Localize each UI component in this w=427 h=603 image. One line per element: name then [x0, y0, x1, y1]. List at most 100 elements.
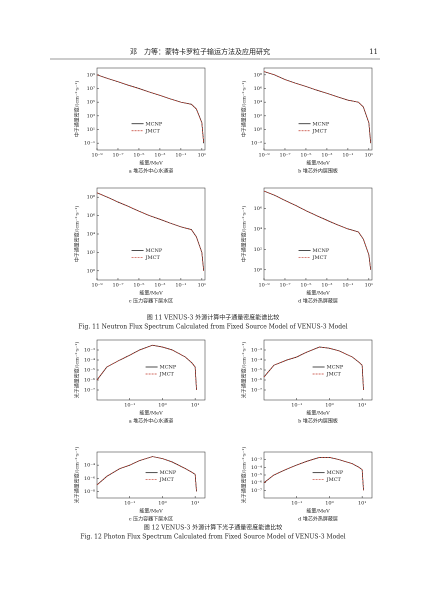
panel-caption: b 堆芯外内层围板 — [298, 418, 338, 425]
y-tick-label: 10¹ — [87, 127, 95, 133]
y-tick-label: 10⁻³ — [251, 457, 262, 463]
x-tick-label: 10⁻⁹ — [258, 283, 269, 289]
y-axis-label: 中子通量密度/(cm⁻²·s⁻¹) — [241, 81, 248, 138]
x-axis-label: 能量/MeV — [139, 290, 163, 297]
y-tick-label: 10⁶ — [254, 206, 262, 212]
y-tick-label: 10⁻⁶ — [84, 378, 95, 384]
x-tick-label: 10⁻⁹ — [91, 283, 102, 289]
x-tick-label: 10¹ — [358, 501, 366, 507]
x-tick-label: 10⁰ — [158, 403, 166, 409]
legend-label: MCNP — [327, 470, 344, 476]
x-tick-label: 10¹ — [365, 283, 373, 289]
x-tick-label: 10⁰ — [325, 501, 333, 507]
y-axis-label: 光子通量密度/(cm⁻²·s⁻¹) — [241, 447, 248, 504]
legend-label: JMCT — [326, 477, 342, 483]
y-axis-label: 中子通量密度/(cm⁻²·s⁻¹) — [241, 206, 248, 263]
x-tick-label: 10⁻³ — [321, 153, 332, 159]
y-tick-label: 10⁻¹ — [84, 141, 95, 147]
legend-label: MCNP — [313, 121, 330, 127]
x-tick-label: 10⁻¹ — [124, 403, 135, 409]
x-tick-label: 10¹ — [358, 403, 366, 409]
x-tick-label: 10⁻⁷ — [112, 153, 123, 159]
legend-label: JMCT — [145, 128, 161, 134]
legend-label: MCNP — [160, 470, 177, 476]
x-axis-label: 能量/MeV — [306, 160, 330, 167]
legend-label: JMCT — [159, 477, 175, 483]
x-tick-label: 10⁻¹ — [175, 153, 186, 159]
x-tick-label: 10¹ — [191, 501, 199, 507]
x-tick-label: 10⁻¹ — [342, 153, 353, 159]
panel-caption: d 堆芯外热屏蔽层 — [298, 298, 338, 305]
x-tick-label: 10⁻⁹ — [258, 153, 269, 159]
plot-frame — [263, 67, 373, 151]
series-line — [96, 344, 197, 391]
x-tick-label: 10⁻⁵ — [300, 283, 311, 289]
legend-label: MCNP — [313, 248, 330, 254]
x-tick-label: 10⁻¹ — [342, 283, 353, 289]
series-line — [96, 456, 197, 492]
x-tick-label: 10⁻¹ — [124, 501, 135, 507]
legend-label: MCNP — [146, 248, 163, 254]
x-tick-label: 10⁻³ — [154, 153, 165, 159]
y-tick-label: 10⁰ — [254, 127, 262, 133]
x-axis-label: 能量/MeV — [139, 410, 163, 417]
plot-frame — [263, 187, 373, 281]
legend-label: MCNP — [146, 121, 163, 127]
y-axis-label: 中子通量密度/(cm⁻²·s⁻¹) — [74, 206, 81, 263]
panel-caption: c 压力容器下层水区 — [129, 516, 173, 523]
series-line — [263, 346, 364, 391]
y-tick-label: 10⁶ — [254, 86, 262, 92]
legend-label: JMCT — [312, 255, 328, 261]
legend-label: MCNP — [327, 365, 344, 371]
y-tick-label: 10⁻⁶ — [84, 476, 95, 482]
x-tick-label: 10¹ — [198, 283, 206, 289]
legend-label: JMCT — [145, 255, 161, 261]
x-axis-label: 能量/MeV — [139, 160, 163, 167]
y-tick-label: 10⁻² — [251, 141, 262, 147]
x-tick-label: 10⁻³ — [154, 283, 165, 289]
y-tick-label: 10⁻⁶ — [251, 378, 262, 384]
panel-caption: b 堆芯外内层围板 — [298, 168, 338, 175]
y-tick-label: 10⁻⁵ — [251, 473, 262, 479]
plot-frame — [96, 451, 206, 499]
x-tick-label: 10⁻¹ — [175, 283, 186, 289]
legend-label: JMCT — [326, 372, 342, 378]
y-tick-label: 10⁶ — [87, 213, 95, 219]
y-tick-label: 10⁸ — [87, 195, 95, 201]
y-tick-label: 10⁴ — [254, 100, 262, 106]
page-number: 11 — [369, 48, 378, 56]
y-tick-label: 10³ — [87, 113, 95, 119]
x-tick-label: 10¹ — [365, 153, 373, 159]
y-tick-label: 10⁻⁷ — [251, 488, 262, 494]
x-axis-label: 能量/MeV — [306, 410, 330, 417]
y-tick-label: 10⁻⁷ — [251, 388, 262, 394]
x-axis-label: 能量/MeV — [306, 290, 330, 297]
y-tick-label: 10² — [254, 113, 262, 119]
y-tick-label: 10⁰ — [87, 268, 95, 274]
plot-frame — [96, 67, 206, 151]
legend-label: MCNP — [160, 365, 177, 371]
panel-caption: d 堆芯外热屏蔽层 — [298, 516, 338, 523]
legend-label: JMCT — [159, 372, 175, 378]
x-tick-label: 10⁻⁷ — [279, 153, 290, 159]
y-axis-label: 光子通量密度/(cm⁻²·s⁻¹) — [74, 447, 81, 504]
y-tick-label: 10⁻⁷ — [84, 388, 95, 394]
x-tick-label: 10⁰ — [158, 501, 166, 507]
y-axis-label: 光子通量密度/(cm⁻²·s⁻¹) — [74, 342, 81, 399]
series-line — [96, 74, 205, 144]
x-tick-label: 10⁻⁷ — [279, 283, 290, 289]
x-axis-label: 能量/MeV — [139, 508, 163, 515]
x-tick-label: 10⁻¹ — [291, 501, 302, 507]
series-line — [263, 190, 372, 270]
y-tick-label: 10⁻⁵ — [84, 368, 95, 374]
figure-caption-cn: 图 12 VENUS-3 外源计算下光子通量密度能谱比较 — [144, 524, 283, 532]
y-tick-label: 10⁵ — [87, 100, 95, 106]
y-tick-label: 10² — [254, 247, 262, 253]
y-tick-label: 10² — [87, 250, 95, 256]
panel-caption: a 堆芯外中心水通道 — [129, 418, 174, 425]
y-tick-label: 10⁴ — [87, 232, 95, 238]
y-tick-label: 10⁻⁴ — [251, 358, 262, 364]
y-tick-label: 10⁻⁶ — [251, 480, 262, 486]
y-tick-label: 10⁹ — [87, 72, 95, 78]
